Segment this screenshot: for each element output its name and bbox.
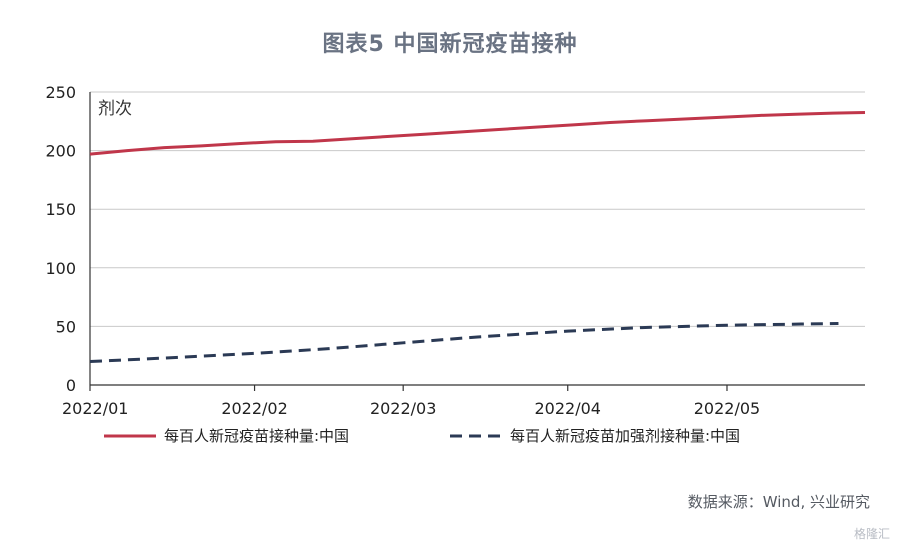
x-tick-label: 2022/01 [62, 399, 128, 418]
y-tick-label: 0 [66, 376, 76, 395]
y-unit-label: 剂次 [98, 99, 132, 119]
y-tick-label: 150 [45, 200, 76, 219]
axes: 0 50 100 150 200 250 剂次 2022/01 2022/02 2022/03 20… [45, 83, 865, 418]
x-tick-label: 2022/04 [535, 399, 601, 418]
source-note: 数据来源：Wind, 兴业研究 [687, 493, 870, 511]
series-lines [89, 111, 866, 364]
y-tick-label: 200 [45, 142, 76, 161]
watermark-logo: 格隆汇 [853, 527, 890, 541]
x-tick-label: 2022/05 [694, 399, 760, 418]
legend-label-1: 每百人新冠疫苗接种量:中国 [164, 427, 349, 445]
series-line-2 [89, 321, 839, 364]
series-line-1 [89, 111, 866, 156]
grid-lines [90, 91, 865, 327]
x-tick-label: 2022/03 [370, 399, 436, 418]
y-tick-label: 250 [45, 83, 76, 102]
chart-title: 图表5 中国新冠疫苗接种 [322, 32, 578, 57]
y-tick-label: 100 [45, 259, 76, 278]
legend: 每百人新冠疫苗接种量:中国 每百人新冠疫苗加强剂接种量:中国 [104, 427, 740, 445]
y-tick-label: 50 [56, 317, 76, 336]
legend-label-2: 每百人新冠疫苗加强剂接种量:中国 [510, 427, 740, 445]
x-tick-label: 2022/02 [221, 399, 287, 418]
